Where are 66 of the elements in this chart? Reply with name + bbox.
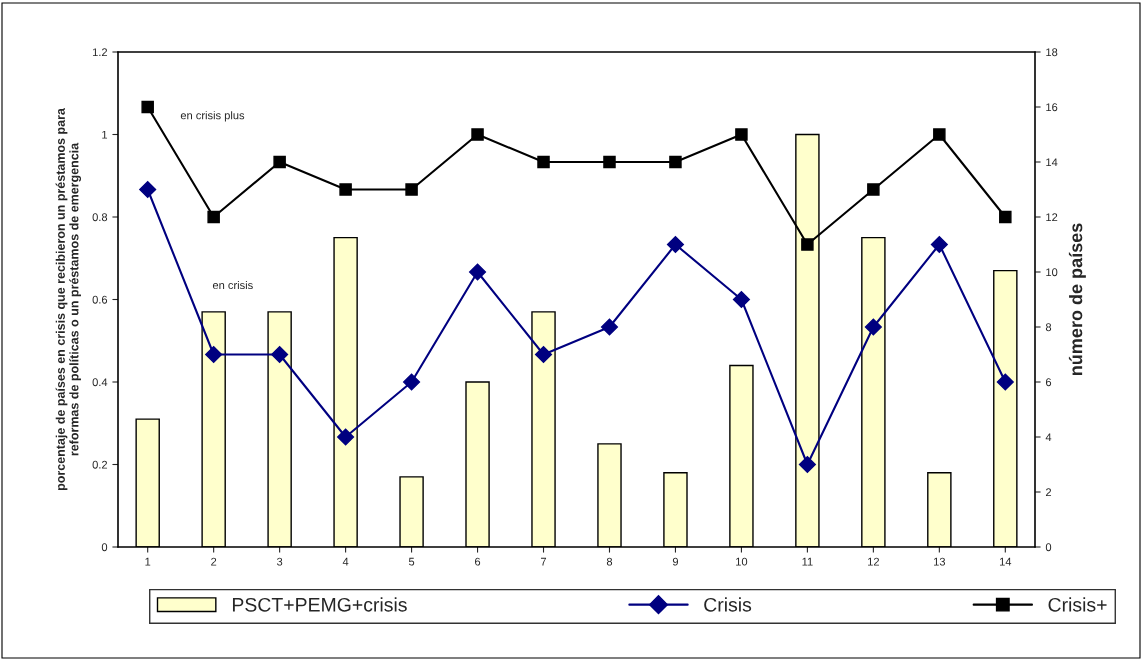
point [271,345,289,364]
y2-tick-label: 12 [1046,213,1058,222]
annotation: en crisis plus [180,111,245,122]
x-tick-label: 14 [999,557,1012,566]
x-tick-label: 9 [672,557,679,566]
x-tick-label: 11 [802,557,813,566]
y2-tick-label: 0 [1045,543,1052,552]
point [468,263,487,281]
legend-label: PSCT+PEMG+crisis [232,597,407,612]
y2-tick-label: 16 [1046,103,1058,112]
y-axis-title: porcentaje de países en crisis que recibieron un préstamos para reformas de políticas o un préstamos de emergencia [55,108,82,491]
y2-tick-label: 2 [1045,488,1052,497]
y2-tick-label: 4 [1045,433,1052,442]
x-tick-label: 2 [211,557,217,566]
point [139,180,157,199]
y2-tick-label: 14 [1046,158,1058,167]
point [735,128,748,141]
y2-tick-label: 18 [1046,48,1058,57]
x-tick-label: 8 [606,557,613,566]
point [537,155,550,169]
y-tick-label: 1 [102,130,108,139]
y2-tick-label: 6 [1045,378,1052,387]
point [669,155,682,169]
point [999,210,1012,224]
x-tick-label: 3 [276,557,283,566]
point [141,100,154,114]
point [337,428,355,446]
point [801,238,814,251]
y-tick-label: 0.6 [92,295,108,304]
point [471,128,484,141]
point [405,183,418,196]
x-tick-label: 13 [934,557,946,566]
point [207,210,220,224]
x-tick-label: 6 [475,557,481,566]
legend-label: Crisis [704,597,752,612]
y-tick-label: 1.2 [92,48,108,57]
point [534,345,553,364]
y2-tick-label: 8 [1045,323,1052,332]
point [403,373,421,391]
point [798,455,816,474]
point [600,318,619,336]
point [930,235,948,254]
x-tick-label: 4 [342,557,349,566]
y-tick-label: 0 [101,543,108,552]
x-tick-label: 1 [145,557,151,566]
point [732,290,750,309]
legend-label: Crisis+ [1048,597,1107,612]
y2-tick-label: 10 [1046,268,1058,277]
point [205,345,223,364]
point [996,373,1014,391]
point [339,183,352,196]
y-tick-label: 0.2 [92,460,108,469]
point [867,183,880,196]
point [864,318,882,336]
point [666,235,685,254]
y2-axis-title: número de países [1068,223,1086,376]
point [603,155,616,169]
point [933,128,946,141]
y-tick-label: 0.8 [92,213,108,222]
x-tick-label: 5 [408,557,415,566]
y-tick-label: 0.4 [92,378,108,387]
point [273,155,286,169]
annotation: en crisis [212,280,253,290]
x-tick-label: 7 [540,557,547,566]
x-tick-label: 10 [736,557,748,566]
x-tick-label: 12 [868,557,879,566]
